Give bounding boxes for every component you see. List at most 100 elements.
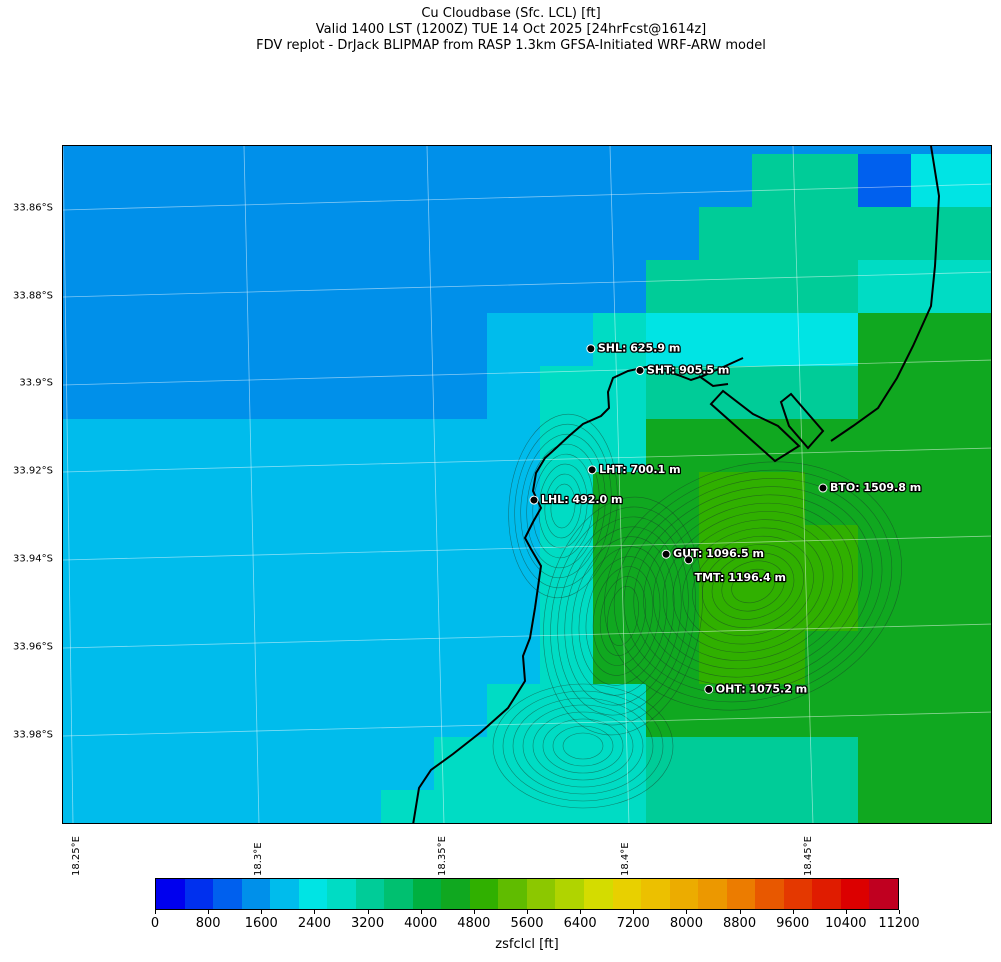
- graticule-lon-18-35: [426, 146, 445, 823]
- grid-cell: [752, 207, 806, 261]
- colorbar-swatch: [469, 879, 499, 909]
- grid-cell: [646, 525, 700, 579]
- station-tmt: TMT: 1196.4 m: [684, 555, 787, 585]
- grid-cell: [275, 260, 329, 314]
- grid-cell: [752, 366, 806, 420]
- grid-cell: [434, 472, 488, 526]
- station-label: SHT: 905.5 m: [647, 363, 729, 376]
- contour-line: [514, 423, 612, 589]
- colorbar-swatch: [156, 879, 185, 909]
- grid-cell: [805, 684, 859, 738]
- grid-cell: [328, 207, 382, 261]
- grid-cell: [275, 472, 329, 526]
- colorbar-tick-label: 7200: [616, 916, 650, 931]
- grid-cell: [63, 525, 117, 579]
- breakwater-2: [779, 392, 825, 450]
- grid-cell: [169, 525, 223, 579]
- grid-cell: [752, 472, 806, 526]
- grid-cell: [169, 790, 223, 823]
- grid-cell: [63, 260, 117, 314]
- grid-cell: [964, 631, 991, 685]
- lat-tick-label: 33.88°S: [13, 290, 53, 302]
- grid-cell: [540, 419, 594, 473]
- colorbar-swatch: [498, 879, 527, 909]
- colorbar-tickmark: [686, 910, 688, 914]
- colorbar-tick-label: 11200: [878, 916, 920, 931]
- colorbar-swatch: [441, 879, 470, 909]
- colorbar-swatch: [298, 879, 328, 909]
- grid-cell: [434, 419, 488, 473]
- station-label: LHT: 700.1 m: [599, 463, 680, 476]
- grid-cell: [381, 313, 435, 367]
- colorbar-tickmark: [580, 910, 582, 914]
- grid-cell: [805, 525, 859, 579]
- colorbar-swatch: [213, 879, 242, 909]
- grid-cell: [222, 154, 276, 208]
- grid-cell: [911, 313, 965, 367]
- grid-cell: [646, 313, 700, 367]
- grid-cell: [328, 154, 382, 208]
- grid-cell: [805, 472, 859, 526]
- grid-cell: [275, 313, 329, 367]
- grid-cell: [699, 578, 753, 632]
- grid-cell: [116, 472, 170, 526]
- grid-cell: [169, 737, 223, 791]
- contour-line: [682, 527, 824, 645]
- colorbar-swatch: [812, 879, 841, 909]
- grid-cell: [381, 472, 435, 526]
- grid-cell: [593, 737, 647, 791]
- grid-cell: [699, 790, 753, 823]
- grid-cell: [63, 366, 117, 420]
- grid-cell: [805, 790, 859, 823]
- grid-cell: [858, 154, 912, 208]
- chart-title: Cu Cloudbase (Sfc. LCL) [ft] Valid 1400 …: [0, 6, 1001, 54]
- colorbar-tickmark: [792, 910, 794, 914]
- grid-cell: [328, 737, 382, 791]
- grid-cell: [858, 260, 912, 314]
- grid-cell: [646, 790, 700, 823]
- colorbar-tickmark: [314, 910, 316, 914]
- colorbar-tickmark: [739, 910, 741, 914]
- grid-cell: [63, 207, 117, 261]
- grid-cell: [169, 154, 223, 208]
- grid-cell: [116, 154, 170, 208]
- grid-cell: [222, 578, 276, 632]
- station-label: SHL: 625.9 m: [598, 342, 680, 355]
- grid-cell: [540, 154, 594, 208]
- contour-line: [562, 732, 604, 760]
- colorbar-tickmark: [633, 910, 635, 914]
- breakwater-3: [698, 375, 729, 388]
- colorbar-tickmark: [845, 910, 847, 914]
- harbour-breakwaters: [698, 375, 825, 463]
- grid-cell: [328, 260, 382, 314]
- station-dot: [635, 365, 645, 375]
- contour-line: [623, 478, 883, 694]
- grid-cell: [487, 260, 541, 314]
- station-dot: [818, 483, 828, 493]
- graticule-lat-33-94: [63, 535, 991, 561]
- grid-cell: [169, 313, 223, 367]
- lon-tick-label: 18.4°E: [620, 842, 631, 876]
- grid-cell: [911, 419, 965, 473]
- grid-cell: [169, 207, 223, 261]
- contour-line: [542, 718, 624, 774]
- grid-cell: [63, 146, 991, 155]
- station-dot: [586, 344, 596, 354]
- grid-cell: [434, 313, 488, 367]
- grid-cell: [487, 207, 541, 261]
- graticule-lon-18-30: [243, 146, 260, 823]
- grid-cell: [434, 207, 488, 261]
- grid-cell: [752, 790, 806, 823]
- lon-tick-label: 18.3°E: [253, 842, 264, 876]
- station-dot: [661, 549, 671, 559]
- grid-cell: [169, 472, 223, 526]
- grid-cell: [646, 207, 700, 261]
- grid-cell: [593, 313, 647, 367]
- grid-cell: [275, 154, 329, 208]
- lon-tick-label: 18.25°E: [71, 836, 82, 876]
- contour-line: [578, 546, 668, 686]
- colorbar-swatch: [840, 879, 870, 909]
- grid-cell: [858, 366, 912, 420]
- station-bto: BTO: 1509.8 m: [818, 480, 922, 495]
- grid-cell: [169, 366, 223, 420]
